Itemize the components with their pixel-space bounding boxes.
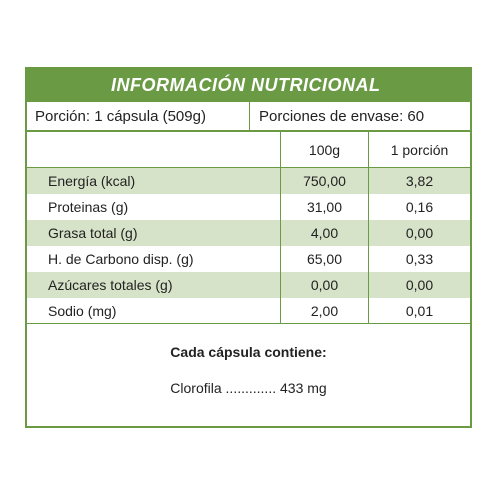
nutrient-value-100g: 2,00 [280, 298, 368, 323]
table-row: Azúcares totales (g) 0,00 0,00 [27, 272, 470, 298]
nutrient-value-100g: 4,00 [280, 220, 368, 246]
capsule-contents-item: Clorofila ............. 433 mg [170, 380, 327, 396]
nutrition-facts-panel: INFORMACIÓN NUTRICIONAL Porción: 1 cápsu… [25, 67, 472, 428]
table-row: H. de Carbono disp. (g) 65,00 0,33 [27, 246, 470, 272]
nutrient-value-portion: 0,00 [368, 272, 470, 298]
table-row: Grasa total (g) 4,00 0,00 [27, 220, 470, 246]
table-row: Proteinas (g) 31,00 0,16 [27, 194, 470, 220]
nutrient-value-100g: 0,00 [280, 272, 368, 298]
table-row: Energía (kcal) 750,00 3,82 [27, 168, 470, 194]
nutrient-value-100g: 65,00 [280, 246, 368, 272]
nutrient-label: Sodio (mg) [48, 302, 117, 319]
nutrient-label: Grasa total (g) [48, 225, 138, 241]
column-header-row: 100g 1 porción [27, 132, 470, 168]
nutrient-value-portion: 0,00 [368, 220, 470, 246]
column-header-empty [27, 132, 280, 167]
nutrient-value-portion: 0,01 [368, 298, 470, 323]
nutrient-label: Azúcares totales (g) [48, 277, 173, 293]
panel-title: INFORMACIÓN NUTRICIONAL [27, 69, 470, 102]
nutrient-label: H. de Carbono disp. (g) [48, 251, 194, 267]
capsule-contents-title: Cada cápsula contiene: [170, 344, 327, 360]
nutrient-label: Energía (kcal) [48, 173, 136, 189]
nutrient-value-portion: 0,16 [368, 194, 470, 220]
nutrient-value-portion: 3,82 [368, 168, 470, 194]
serving-info-row: Porción: 1 cápsula (509g) Porciones de e… [27, 102, 470, 132]
nutrient-value-100g: 31,00 [280, 194, 368, 220]
column-header-portion: 1 porción [368, 132, 470, 167]
servings-per-container: Porciones de envase: 60 [259, 107, 425, 125]
capsule-contents: Cada cápsula contiene: Clorofila .......… [27, 344, 470, 396]
table-row: Sodio (mg) 2,00 0,01 [27, 298, 470, 324]
nutrient-value-100g: 750,00 [280, 168, 368, 194]
portion-size: Porción: 1 cápsula (509g) [27, 102, 250, 130]
nutrient-label: Proteinas (g) [48, 199, 129, 215]
column-header-100g: 100g [280, 132, 368, 167]
nutrient-value-portion: 0,33 [368, 246, 470, 272]
